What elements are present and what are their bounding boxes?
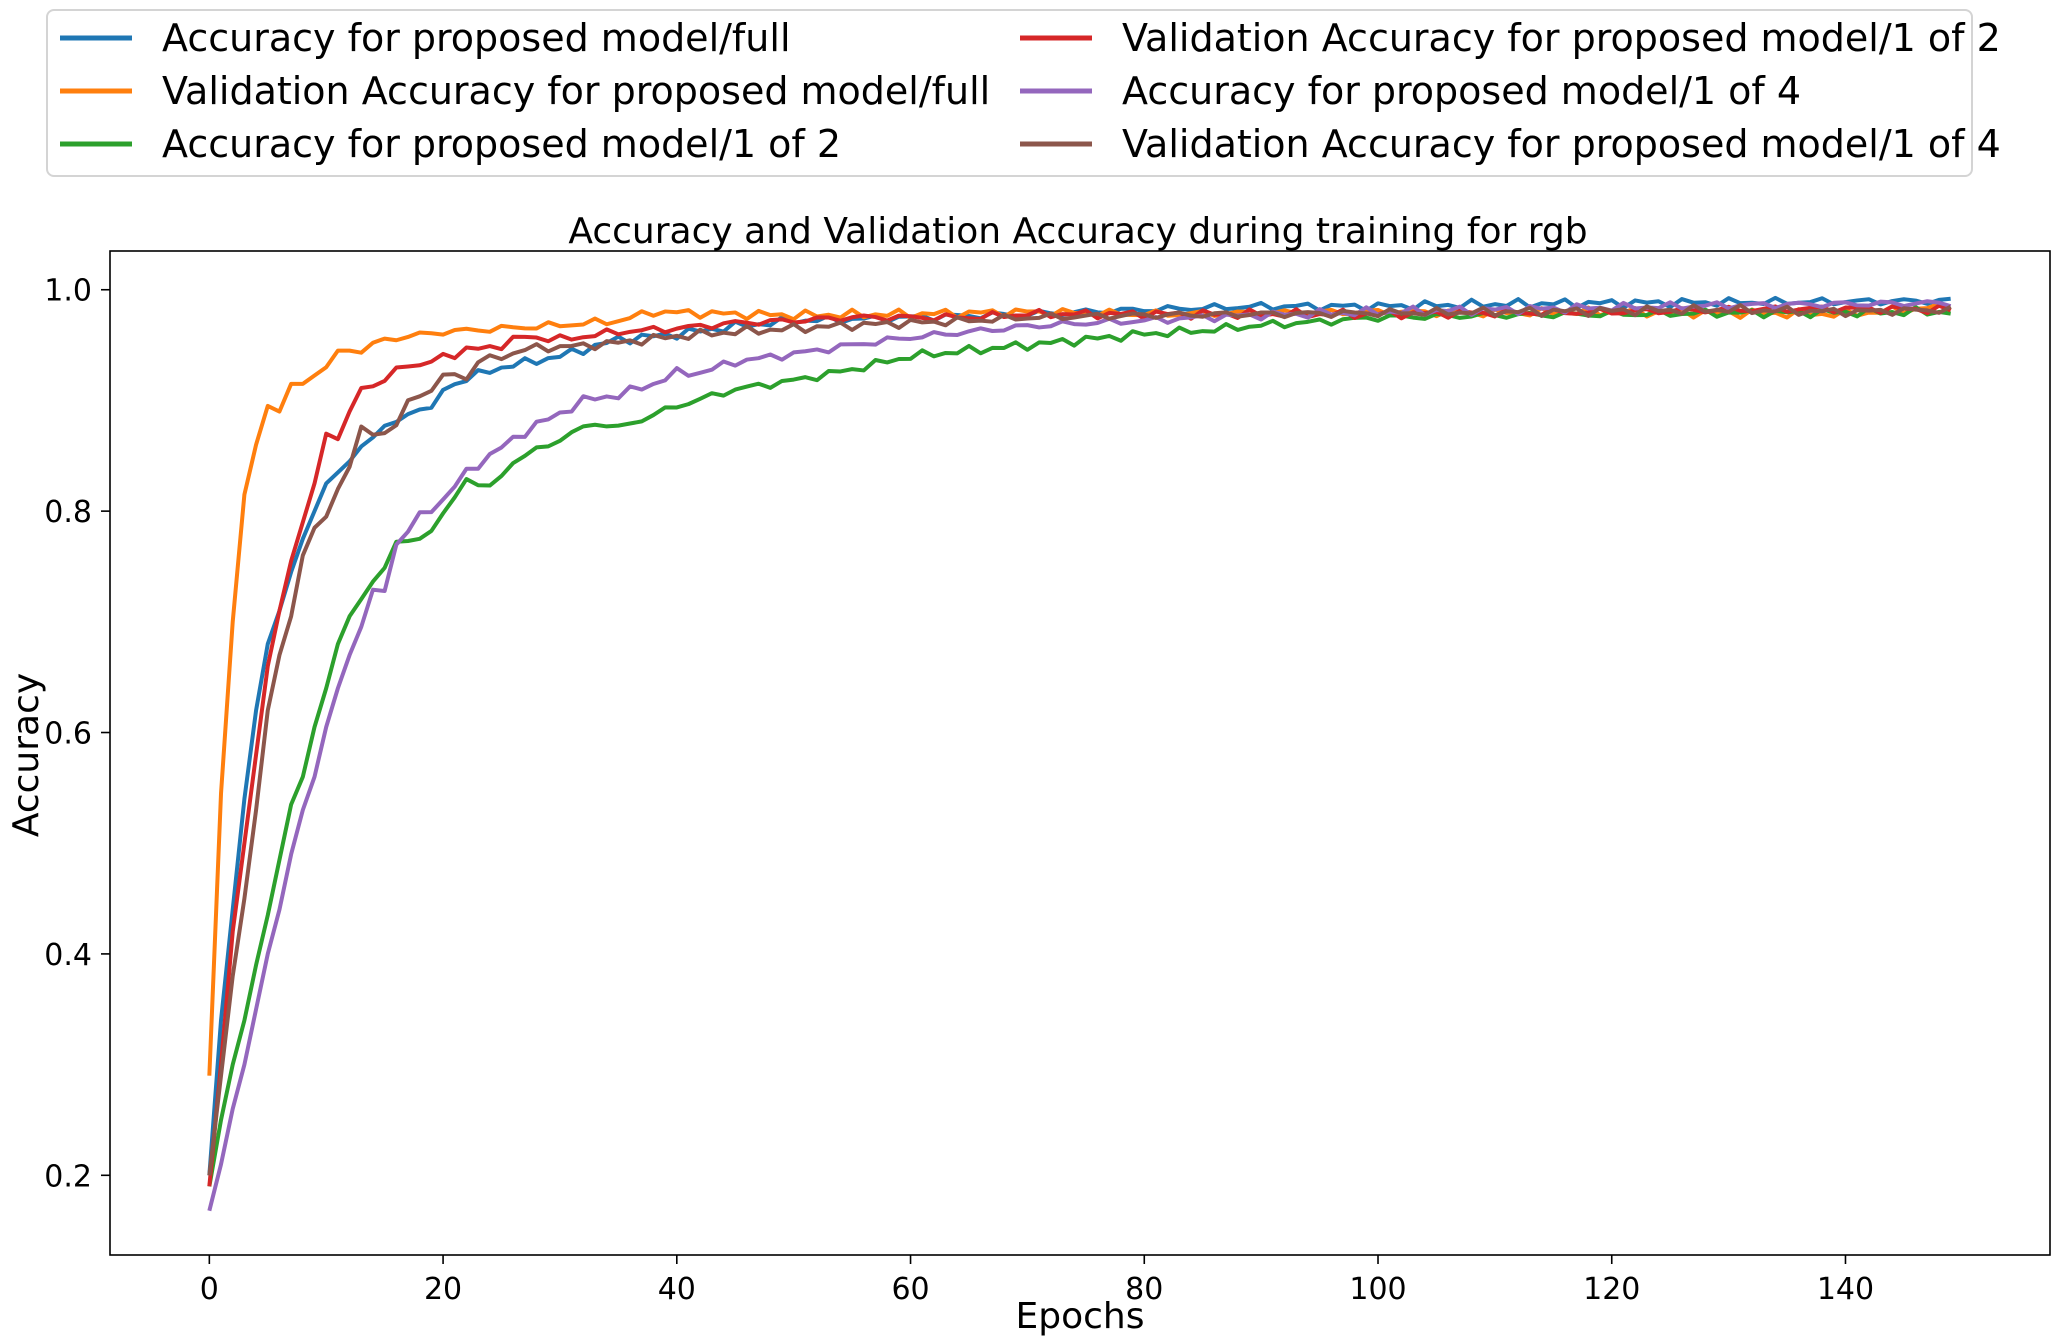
y-axis: 0.2 0.4 0.6 0.8 1.0 [44, 274, 110, 1194]
legend-label-5: Accuracy for proposed model/1 of 4 [1122, 69, 1801, 113]
legend-label-2: Validation Accuracy for proposed model/f… [162, 69, 990, 113]
y-tick-label: 0.8 [44, 495, 92, 530]
chart-title: Accuracy and Validation Accuracy during … [568, 211, 1587, 252]
y-tick-label: 0.6 [44, 717, 92, 752]
x-tick-label: 140 [1817, 1272, 1874, 1307]
legend-label-1: Accuracy for proposed model/full [162, 16, 791, 60]
y-tick-label: 0.2 [44, 1159, 92, 1194]
legend-frame [46, 9, 1973, 177]
x-tick-label: 80 [1125, 1272, 1163, 1307]
x-tick-label: 60 [891, 1272, 929, 1307]
x-tick-label: 20 [424, 1272, 462, 1307]
legend-label-3: Accuracy for proposed model/1 of 2 [162, 122, 841, 166]
legend: Accuracy for proposed model/full Validati… [46, 9, 2001, 177]
x-tick-label: 120 [1583, 1272, 1640, 1307]
x-axis-label: Epochs [1016, 1296, 1145, 1337]
x-tick-label: 0 [200, 1272, 219, 1307]
axes-frame [109, 250, 2051, 1256]
plot-area [110, 251, 2050, 1255]
y-tick-label: 0.4 [44, 938, 92, 973]
x-axis: 0 20 40 60 80 100 120 140 [200, 1255, 1874, 1307]
y-tick-label: 1.0 [44, 274, 92, 309]
x-tick-label: 40 [658, 1272, 696, 1307]
y-axis-label: Accuracy [6, 673, 47, 837]
series-line-4 [207, 303, 1952, 1187]
series-line-5 [207, 299, 1952, 1212]
x-tick-label: 100 [1349, 1272, 1406, 1307]
legend-label-6: Validation Accuracy for proposed model/1… [1122, 122, 2001, 166]
series-layer [207, 295, 1952, 1212]
series-line-6 [207, 303, 1952, 1176]
legend-label-4: Validation Accuracy for proposed model/1… [1122, 16, 2001, 60]
